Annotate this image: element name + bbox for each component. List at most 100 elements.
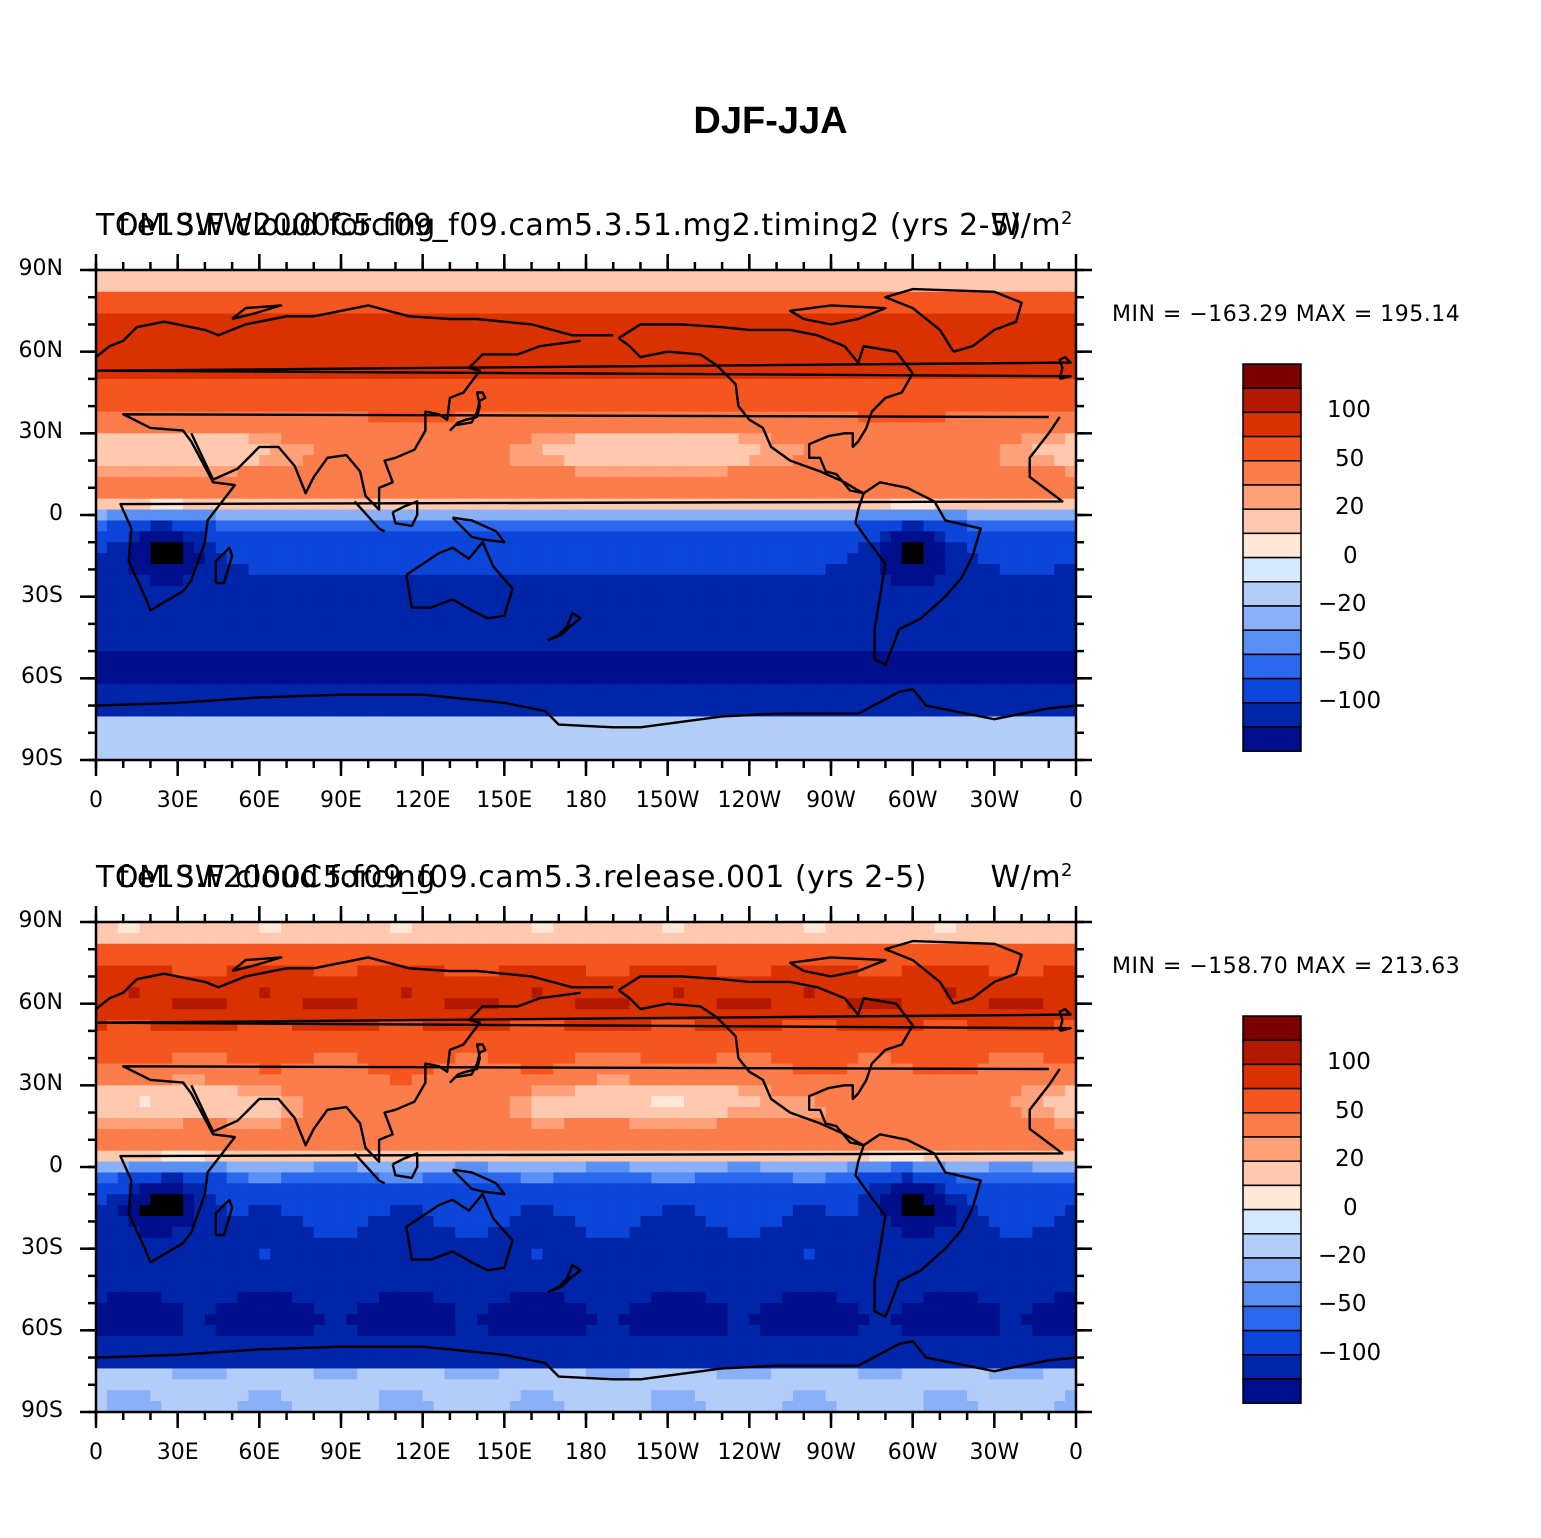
field-cell: [956, 498, 968, 511]
field-cell: [466, 662, 478, 674]
field-cell: [988, 932, 1001, 945]
field-cell: [128, 618, 141, 630]
field-cell: [1010, 378, 1023, 391]
field-cell: [760, 705, 772, 718]
field-cell: [923, 335, 936, 347]
field-cell: [433, 564, 446, 576]
field-cell: [237, 476, 250, 489]
field-cell: [607, 596, 620, 609]
field-cell: [150, 716, 162, 728]
field-cell: [825, 280, 838, 293]
field-cell: [1021, 378, 1034, 391]
field-cell: [847, 607, 859, 620]
field-cell: [422, 727, 435, 739]
field-cell: [912, 965, 925, 978]
field-cell: [803, 291, 816, 304]
field-cell: [1054, 922, 1066, 934]
field-cell: [128, 335, 141, 347]
field-cell: [183, 422, 195, 434]
field-cell: [455, 738, 467, 750]
field-cell: [792, 444, 805, 456]
field-cell: [825, 954, 838, 967]
field-cell: [1043, 943, 1055, 956]
field-cell: [858, 346, 870, 358]
field-cell: [509, 564, 522, 576]
field-cell: [411, 705, 424, 718]
field-cell: [204, 716, 217, 728]
field-cell: [727, 1009, 740, 1021]
field-cell: [259, 987, 271, 999]
field-cell: [139, 389, 152, 402]
field-cell: [281, 727, 293, 739]
field-cell: [901, 716, 914, 728]
field-cell: [1043, 672, 1055, 685]
field-cell: [662, 498, 674, 511]
field-cell: [444, 651, 456, 663]
field-cell: [978, 400, 990, 413]
field-cell: [204, 574, 217, 587]
field-cell: [814, 476, 827, 489]
field-cell: [890, 313, 903, 326]
field-cell: [782, 651, 794, 663]
field-cell: [575, 943, 587, 956]
field-cell: [183, 553, 195, 565]
field-cell: [890, 531, 903, 543]
field-cell: [335, 596, 348, 609]
field-cell: [564, 509, 576, 522]
field-cell: [912, 976, 925, 988]
field-cell: [814, 651, 827, 663]
field-cell: [880, 998, 892, 1010]
field-cell: [270, 574, 282, 587]
field-cell: [215, 542, 228, 554]
field-cell: [814, 498, 827, 511]
field-cell: [901, 749, 914, 760]
field-cell: [313, 662, 326, 674]
field-cell: [379, 1020, 391, 1032]
field-cell: [705, 466, 718, 478]
field-cell: [651, 607, 663, 620]
field-cell: [596, 422, 609, 434]
field-cell: [161, 444, 173, 456]
field-cell: [792, 672, 805, 685]
field-cell: [1021, 727, 1034, 739]
field-cell: [139, 411, 152, 424]
field-cell: [444, 444, 456, 456]
field-cell: [586, 553, 598, 565]
field-cell: [967, 965, 979, 978]
field-cell: [912, 727, 925, 739]
field-cell: [586, 542, 598, 554]
field-cell: [509, 943, 522, 956]
field-cell: [999, 422, 1012, 434]
field-cell: [880, 422, 892, 434]
field-cell: [901, 694, 914, 707]
field-cell: [858, 585, 870, 598]
field-cell: [292, 932, 304, 945]
field-cell: [999, 444, 1012, 456]
field-cell: [1043, 683, 1055, 696]
field-cell: [161, 705, 173, 718]
field-cell: [684, 965, 696, 978]
field-cell: [825, 520, 838, 532]
field-cell: [444, 727, 456, 739]
field-cell: [161, 411, 173, 424]
field-cell: [357, 270, 369, 282]
field-cell: [477, 291, 489, 304]
field-cell: [248, 324, 260, 336]
field-cell: [901, 965, 914, 978]
field-cell: [945, 280, 957, 293]
field-cell: [999, 672, 1012, 685]
field-cell: [281, 716, 293, 728]
field-cell: [749, 509, 761, 522]
field-cell: [858, 324, 870, 336]
field-cell: [988, 313, 1001, 326]
field-cell: [520, 749, 533, 760]
field-cell: [259, 705, 271, 718]
field-cell: [771, 585, 783, 598]
field-cell: [444, 302, 456, 315]
field-cell: [509, 487, 522, 500]
lat-tick-label: 60N: [18, 337, 63, 363]
field-cell: [411, 564, 424, 576]
field-cell: [586, 640, 598, 652]
field-cell: [357, 662, 369, 674]
field-cell: [324, 987, 337, 999]
